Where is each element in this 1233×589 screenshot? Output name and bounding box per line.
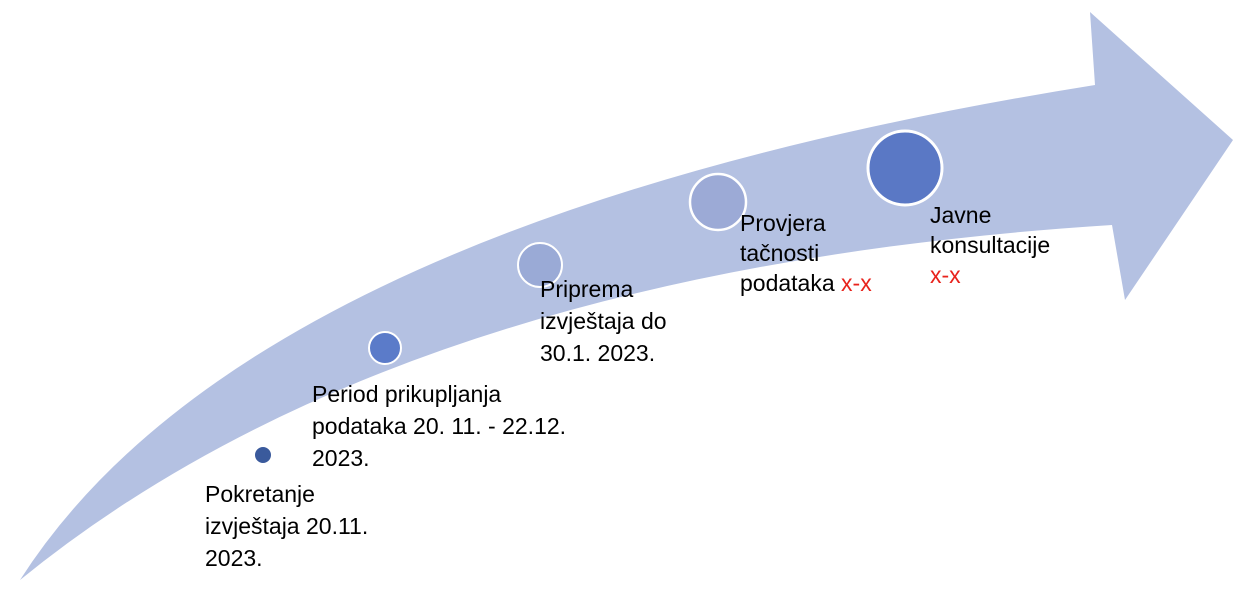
label-text: podataka 20. 11. - 22.12. <box>312 413 567 439</box>
label-text: Priprema <box>540 276 634 302</box>
label-text: 30.1. 2023. <box>540 340 656 366</box>
label-text: 2023. <box>205 545 263 571</box>
label-line: Provjera <box>740 208 872 238</box>
label-text: izvještaja 20.11. <box>205 513 369 539</box>
label-text: Provjera <box>740 210 826 236</box>
label-line: Priprema <box>540 273 667 305</box>
label-line: izvještaja do <box>540 305 667 337</box>
label-line: Javne <box>930 200 1050 230</box>
note-text: x-x <box>930 262 961 288</box>
step-dot <box>253 445 273 465</box>
note-text: x-x <box>841 270 872 296</box>
label-line: 2023. <box>312 442 566 474</box>
step-dot <box>688 172 748 232</box>
label-text: izvještaja do <box>540 308 667 334</box>
label-text: podataka <box>740 270 835 296</box>
step-dot <box>517 242 563 288</box>
label-line: tačnosti <box>740 238 872 268</box>
label-text: konsultacije <box>930 232 1051 258</box>
step-dot <box>368 331 402 365</box>
label-text: Pokretanje <box>205 481 315 507</box>
label-text: Javne <box>930 202 992 228</box>
label-line: podataka 20. 11. - 22.12. <box>312 410 566 442</box>
label-line: podataka x-x <box>740 268 872 298</box>
label-text: 2023. <box>312 445 370 471</box>
label-text: tačnosti <box>740 240 820 266</box>
label-line: 30.1. 2023. <box>540 337 667 369</box>
label-line: Pokretanje <box>205 478 368 510</box>
label-line: x-x <box>930 260 1050 290</box>
step-label: Period prikupljanja podataka 20. 11. - 22… <box>312 378 566 474</box>
label-text: Period prikupljanja <box>312 381 502 407</box>
step-label: Pokretanje izvještaja 20.11. 2023. <box>205 478 368 574</box>
label-line: izvještaja 20.11. <box>205 510 368 542</box>
step-dot <box>866 129 944 207</box>
step-label: Javne konsultacije x-x <box>930 200 1050 290</box>
label-line: 2023. <box>205 542 368 574</box>
step-label: Provjera tačnosti podataka x-x <box>740 208 872 298</box>
label-line: Period prikupljanja <box>312 378 566 410</box>
step-label: Priprema izvještaja do 30.1. 2023. <box>540 273 667 369</box>
label-line: konsultacije <box>930 230 1050 260</box>
